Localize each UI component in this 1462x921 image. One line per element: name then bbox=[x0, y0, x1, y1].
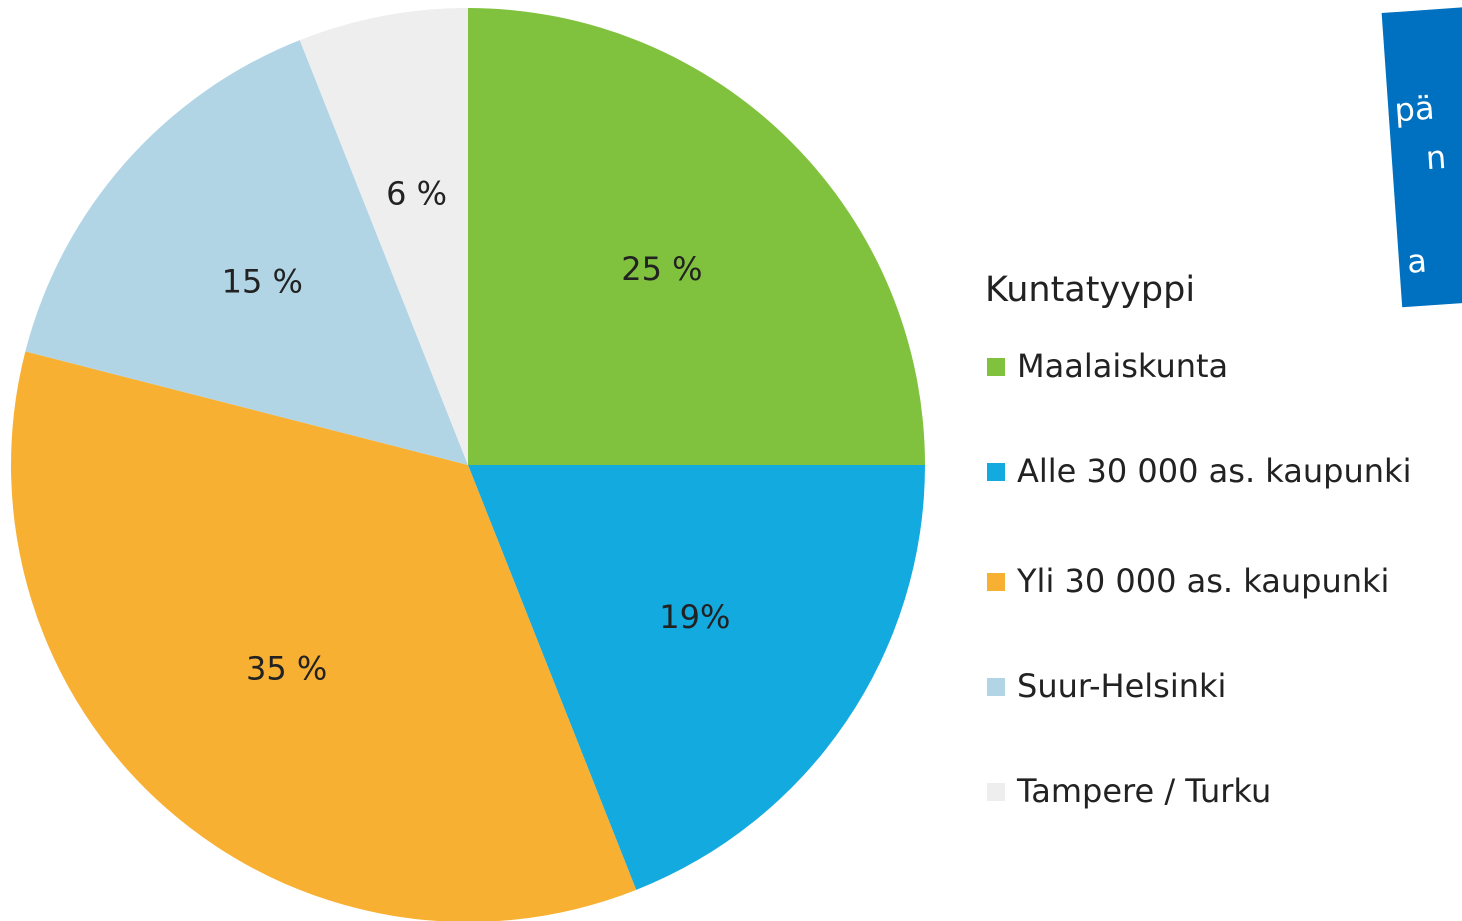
pie-slice bbox=[468, 8, 925, 465]
legend-item: Suur-Helsinki bbox=[985, 665, 1455, 707]
pie-slice bbox=[11, 351, 637, 921]
legend-label: Suur-Helsinki bbox=[1017, 667, 1227, 705]
legend-item: Alle 30 000 as. kaupunki bbox=[985, 450, 1455, 492]
legend-swatch bbox=[987, 463, 1005, 481]
callout-text: a bbox=[1406, 242, 1428, 281]
data-label: 25 % bbox=[621, 250, 702, 288]
legend-label: Alle 30 000 as. kaupunki bbox=[1017, 452, 1412, 490]
data-label: 19% bbox=[659, 598, 730, 636]
legend-label: Maalaiskunta bbox=[1017, 347, 1229, 385]
pie-slice bbox=[299, 8, 468, 465]
callout-text: n bbox=[1425, 138, 1448, 177]
legend-swatch bbox=[987, 358, 1005, 376]
legend-title: Kuntatyyppi bbox=[985, 270, 1196, 310]
legend-swatch bbox=[987, 678, 1005, 696]
callout-text: pä bbox=[1393, 89, 1435, 130]
legend-item: Tampere / Turku bbox=[985, 770, 1455, 812]
pie-slice bbox=[468, 465, 925, 890]
pie: 25 % 19% 35 % 15 % 6 % bbox=[11, 8, 925, 921]
data-label: 6 % bbox=[386, 175, 447, 213]
data-label: 35 % bbox=[246, 650, 327, 688]
legend-item: Yli 30 000 as. kaupunki bbox=[985, 560, 1455, 602]
legend-item: Maalaiskunta bbox=[985, 345, 1455, 387]
callout-box bbox=[1381, 4, 1462, 308]
data-label: 15 % bbox=[222, 263, 303, 301]
callout: pä n a bbox=[1381, 4, 1462, 308]
pie-slice bbox=[25, 40, 469, 465]
legend-swatch bbox=[987, 573, 1005, 591]
legend-swatch bbox=[987, 783, 1005, 801]
legend-label: Yli 30 000 as. kaupunki bbox=[1017, 562, 1390, 600]
legend-label: Tampere / Turku bbox=[1017, 772, 1272, 810]
